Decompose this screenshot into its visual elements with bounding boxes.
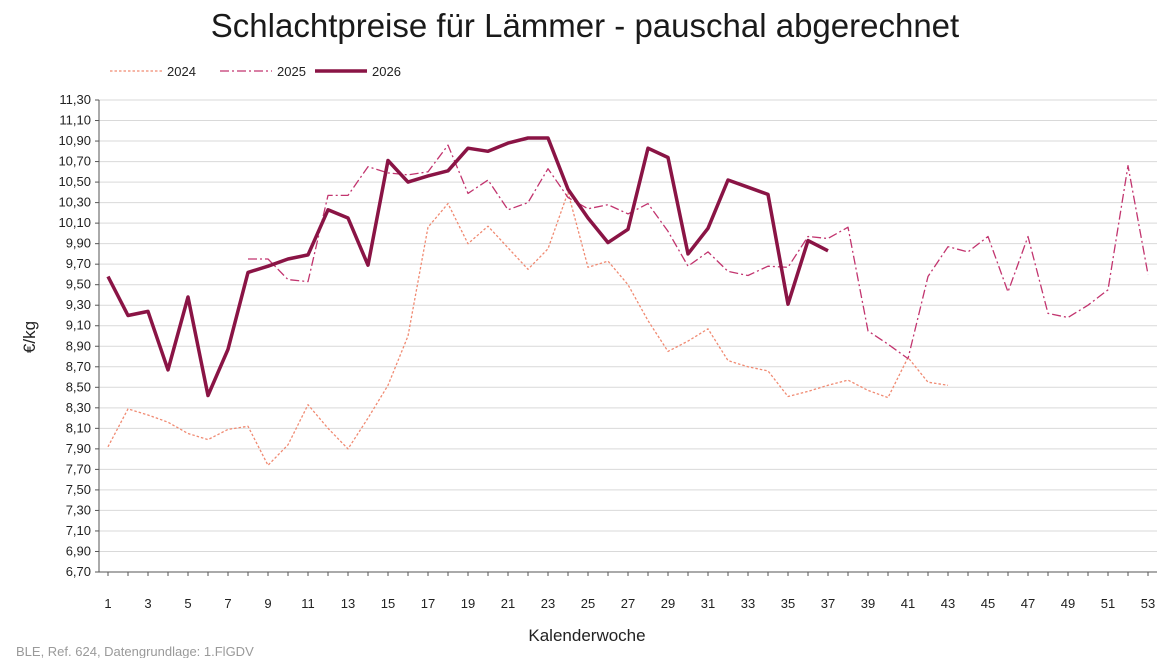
y-tick-label: 10,90 <box>58 133 91 148</box>
y-tick-label: 6,70 <box>66 564 91 579</box>
y-tick-label: 8,90 <box>66 338 91 353</box>
x-axis-label: Kalenderwoche <box>528 626 645 645</box>
y-tick-label: 7,30 <box>66 502 91 517</box>
x-tick-label: 13 <box>341 596 355 611</box>
x-tick-label: 41 <box>901 596 915 611</box>
axes <box>95 99 1157 576</box>
x-tick-label: 23 <box>541 596 555 611</box>
x-tick-label: 5 <box>184 596 191 611</box>
chart-title: Schlachtpreise für Lämmer - pauschal abg… <box>211 7 959 44</box>
y-tick-label: 8,50 <box>66 379 91 394</box>
x-tick-label: 53 <box>1141 596 1155 611</box>
x-tick-label: 35 <box>781 596 795 611</box>
y-tick-label: 10,70 <box>58 154 91 169</box>
legend: 2024 2025 2026 <box>110 64 401 79</box>
x-tick-label: 11 <box>301 596 315 611</box>
y-axis-label: €/kg <box>20 321 39 353</box>
y-tick-label: 10,50 <box>58 174 91 189</box>
series-line-2026 <box>106 136 829 398</box>
x-tick-label: 27 <box>621 596 635 611</box>
y-tick-label: 9,50 <box>66 277 91 292</box>
x-tick-label: 39 <box>861 596 875 611</box>
x-tick-label: 19 <box>461 596 475 611</box>
series-line-2024 <box>107 191 949 466</box>
y-tick-label: 10,10 <box>58 215 91 230</box>
y-tick-label: 7,70 <box>66 461 91 476</box>
y-tick-label: 9,70 <box>66 256 91 271</box>
y-tick-label: 8,10 <box>66 420 91 435</box>
gridlines <box>99 99 1157 573</box>
x-tick-label: 1 <box>104 596 111 611</box>
y-tick-label: 11,10 <box>59 113 91 128</box>
y-tick-label: 10,30 <box>58 195 91 210</box>
legend-label-2024: 2024 <box>167 64 196 79</box>
x-tick-label: 7 <box>224 596 231 611</box>
y-tick-label: 8,30 <box>66 400 91 415</box>
legend-label-2025: 2025 <box>277 64 306 79</box>
series-line-2025 <box>248 144 1149 360</box>
x-tick-label: 29 <box>661 596 675 611</box>
series-lines <box>106 136 1149 466</box>
x-tick-label: 49 <box>1061 596 1075 611</box>
x-tick-label: 31 <box>701 596 715 611</box>
x-tick-label: 9 <box>264 596 271 611</box>
y-tick-label: 9,10 <box>66 318 91 333</box>
x-tick-label: 17 <box>421 596 435 611</box>
x-tick-label: 25 <box>581 596 595 611</box>
x-tick-label: 21 <box>501 596 515 611</box>
y-tick-label: 8,70 <box>66 359 91 374</box>
x-tick-label: 37 <box>821 596 835 611</box>
y-tick-label: 11,30 <box>59 92 91 107</box>
x-tick-label: 51 <box>1101 596 1115 611</box>
y-tick-label: 7,90 <box>66 441 91 456</box>
legend-label-2026: 2026 <box>372 64 401 79</box>
x-tick-label: 15 <box>381 596 395 611</box>
x-tick-label: 47 <box>1021 596 1035 611</box>
x-tick-label: 3 <box>144 596 151 611</box>
y-tick-label: 6,90 <box>66 543 91 558</box>
x-tick-label: 33 <box>741 596 755 611</box>
y-axis-ticks: 6,70 6,90 7,10 7,30 7,50 7,70 7,90 8,10 8,30 8,50… <box>58 92 91 579</box>
x-axis-ticks: 1 3 5 7 9 11 13 15 17 19 21 23 25 27 29 31 33 35 37 39 41 43 4… <box>104 596 1155 611</box>
y-tick-label: 7,50 <box>66 482 91 497</box>
x-tick-label: 43 <box>941 596 955 611</box>
x-tick-label: 45 <box>981 596 995 611</box>
y-tick-label: 7,10 <box>66 523 91 538</box>
y-tick-label: 9,90 <box>66 236 91 251</box>
source-note: BLE, Ref. 624, Datengrundlage: 1.FlGDV <box>16 644 254 658</box>
y-tick-label: 9,30 <box>66 297 91 312</box>
